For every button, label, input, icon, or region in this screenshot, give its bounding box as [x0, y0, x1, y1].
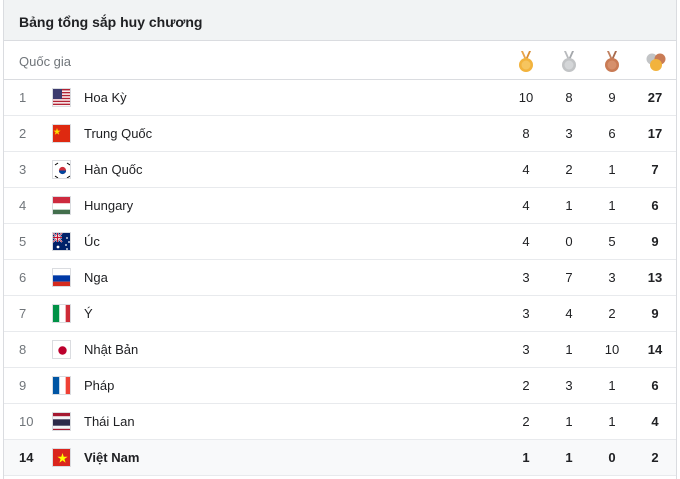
silver-count: 4 [565, 306, 573, 321]
rank-cell: 10 [19, 414, 34, 429]
country-name: Hàn Quốc [84, 162, 143, 177]
rank-cell: 7 [19, 306, 27, 321]
silver-count: 1 [565, 450, 573, 465]
silver-count: 7 [565, 270, 573, 285]
japan-flag-icon [52, 340, 71, 359]
medal-table-title: Bảng tổng sắp huy chương [19, 14, 203, 30]
country-name: Nga [84, 270, 108, 285]
bronze-count: 5 [608, 234, 616, 249]
bronze-count: 2 [608, 306, 616, 321]
gold-count: 3 [522, 270, 530, 285]
gold-count: 8 [522, 126, 530, 141]
silver-count: 3 [565, 126, 573, 141]
table-row[interactable]: 10 Thái Lan 2 1 1 4 [4, 404, 676, 440]
silver-count: 0 [565, 234, 573, 249]
gold-count: 10 [518, 90, 534, 105]
title-bar: Bảng tổng sắp huy chương [4, 0, 676, 41]
table-header: Quốc gia [4, 41, 676, 80]
bronze-medal-icon [602, 50, 622, 74]
silver-count: 8 [565, 90, 573, 105]
table-row[interactable]: 5 Úc 4 0 5 9 [4, 224, 676, 260]
gold-count: 3 [522, 306, 530, 321]
gold-count: 2 [522, 378, 530, 393]
table-row[interactable]: 4 Hungary 4 1 1 6 [4, 188, 676, 224]
total-count: 27 [647, 90, 663, 105]
total-count: 9 [651, 234, 659, 249]
rank-cell: 3 [19, 162, 27, 177]
thailand-flag-icon [52, 412, 71, 431]
us-flag-icon [52, 88, 71, 107]
hungary-flag-icon [52, 196, 71, 215]
bronze-count: 6 [608, 126, 616, 141]
bronze-count: 10 [604, 342, 620, 357]
bronze-count: 1 [608, 198, 616, 213]
silver-count: 1 [565, 198, 573, 213]
table-row[interactable]: 9 Pháp 2 3 1 6 [4, 368, 676, 404]
silver-count: 1 [565, 414, 573, 429]
total-count: 6 [651, 198, 659, 213]
table-row[interactable]: 2 Trung Quốc 8 3 6 17 [4, 116, 676, 152]
gold-count: 4 [522, 162, 530, 177]
bronze-count: 3 [608, 270, 616, 285]
country-name: Trung Quốc [84, 126, 153, 141]
rank-cell: 1 [19, 90, 27, 105]
country-name: Hungary [84, 198, 134, 213]
country-name: Pháp [84, 378, 115, 393]
total-count: 4 [651, 414, 659, 429]
total-count: 13 [647, 270, 663, 285]
table-row[interactable]: 8 Nhật Bản 3 1 10 14 [4, 332, 676, 368]
rank-cell: 5 [19, 234, 27, 249]
medal-table-card: Bảng tổng sắp huy chương Quốc gia [3, 0, 677, 479]
table-row[interactable]: 7 Ý 3 4 2 9 [4, 296, 676, 332]
rank-cell: 6 [19, 270, 27, 285]
total-medals-icon [645, 50, 666, 74]
silver-count: 3 [565, 378, 573, 393]
gold-medal-icon [516, 50, 536, 74]
table-row[interactable]: 3 Hàn Quốc 4 2 1 7 [4, 152, 676, 188]
silver-count: 2 [565, 162, 573, 177]
rank-cell: 8 [19, 342, 27, 357]
australia-flag-icon [52, 232, 71, 251]
silver-medal-icon [559, 50, 579, 74]
country-name: Hoa Kỳ [84, 90, 127, 105]
rank-cell: 9 [19, 378, 27, 393]
country-column-header: Quốc gia [19, 54, 72, 69]
bronze-count: 9 [608, 90, 616, 105]
china-flag-icon [52, 124, 71, 143]
total-count: 6 [651, 378, 659, 393]
south-korea-flag-icon [52, 160, 71, 179]
total-count: 7 [651, 162, 659, 177]
total-count: 2 [651, 450, 659, 465]
gold-count: 4 [522, 198, 530, 213]
table-row[interactable]: 14 Việt Nam 1 1 0 2 [4, 440, 676, 476]
bronze-count: 1 [608, 378, 616, 393]
country-name: Úc [84, 234, 100, 249]
rank-cell: 4 [19, 198, 27, 213]
france-flag-icon [52, 376, 71, 395]
gold-count: 1 [522, 450, 530, 465]
table-row[interactable]: 1 Hoa Kỳ 10 8 9 27 [4, 80, 676, 116]
country-name: Việt Nam [84, 450, 140, 465]
total-count: 17 [647, 126, 663, 141]
table-row[interactable]: 6 Nga 3 7 3 13 [4, 260, 676, 296]
gold-count: 3 [522, 342, 530, 357]
italy-flag-icon [52, 304, 71, 323]
gold-count: 2 [522, 414, 530, 429]
total-count: 9 [651, 306, 659, 321]
total-count: 14 [647, 342, 663, 357]
vietnam-flag-icon [52, 448, 71, 467]
rank-cell: 2 [19, 126, 27, 141]
bronze-count: 1 [608, 162, 616, 177]
country-name: Ý [84, 306, 93, 321]
country-name: Thái Lan [84, 414, 135, 429]
gold-count: 4 [522, 234, 530, 249]
rank-cell: 14 [19, 450, 34, 465]
country-name: Nhật Bản [84, 342, 139, 357]
bronze-count: 0 [608, 450, 616, 465]
bronze-count: 1 [608, 414, 616, 429]
silver-count: 1 [565, 342, 573, 357]
russia-flag-icon [52, 268, 71, 287]
